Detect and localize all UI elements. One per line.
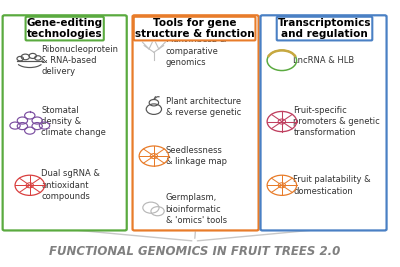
FancyBboxPatch shape — [3, 15, 127, 230]
Text: Fruit palatability &
domestication: Fruit palatability & domestication — [294, 175, 371, 195]
Text: LncRNA & HLB: LncRNA & HLB — [294, 56, 355, 65]
Text: Dual sgRNA &
antioxidant
compounds: Dual sgRNA & antioxidant compounds — [42, 169, 100, 201]
Text: Germplasm,
bioinformatic
& 'omics' tools: Germplasm, bioinformatic & 'omics' tools — [166, 193, 227, 225]
Text: Fruit-specific
promoters & genetic
transformation: Fruit-specific promoters & genetic trans… — [294, 105, 380, 138]
Text: Gene-editing
technologies: Gene-editing technologies — [27, 18, 103, 40]
Text: Transcriptomics
and regulation: Transcriptomics and regulation — [278, 18, 371, 40]
Text: Plant architecture
& reverse genetic: Plant architecture & reverse genetic — [166, 97, 241, 117]
FancyBboxPatch shape — [260, 15, 386, 230]
Text: Stomatal
density &
climate change: Stomatal density & climate change — [42, 105, 106, 138]
Text: Tools for gene
structure & function: Tools for gene structure & function — [135, 18, 254, 40]
Text: PlantTribes2 &
comparative
genomics: PlantTribes2 & comparative genomics — [166, 35, 226, 67]
Text: FUNCTIONAL GENOMICS IN FRUIT TREES 2.0: FUNCTIONAL GENOMICS IN FRUIT TREES 2.0 — [49, 245, 340, 258]
FancyBboxPatch shape — [132, 15, 258, 230]
Text: Ribonucleoprotein
& RNA-based
delivery: Ribonucleoprotein & RNA-based delivery — [42, 45, 118, 76]
Text: Seedlessness
& linkage map: Seedlessness & linkage map — [166, 146, 226, 166]
